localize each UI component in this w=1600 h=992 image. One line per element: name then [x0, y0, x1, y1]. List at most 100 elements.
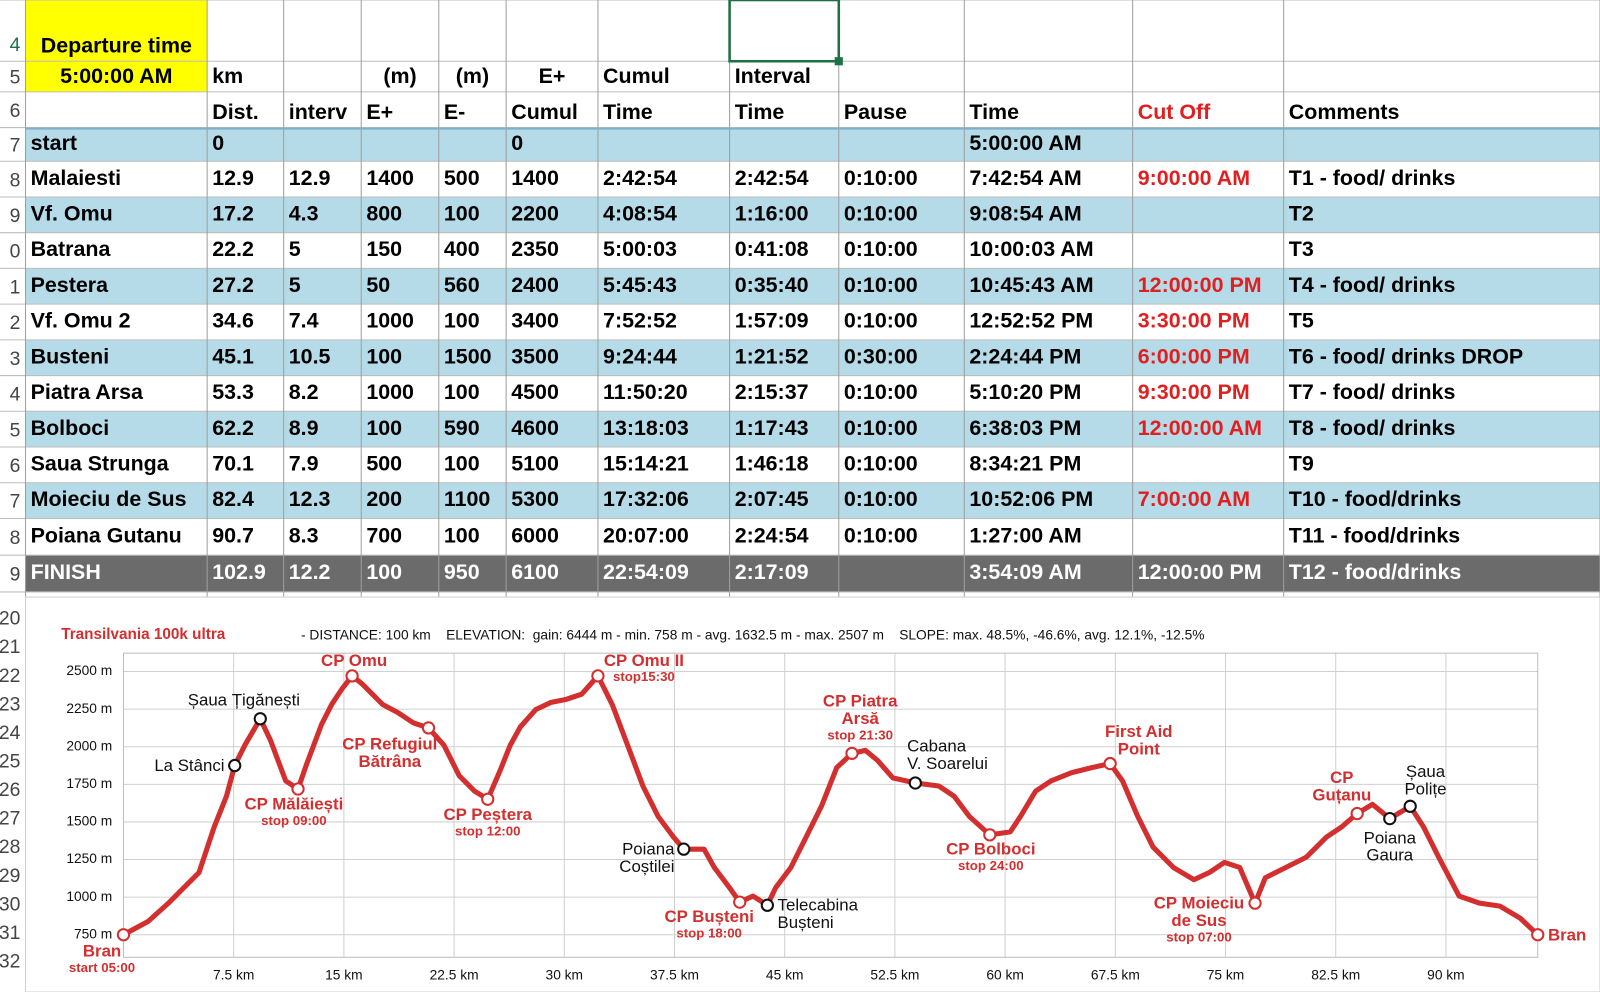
cell-text[interactable]: Piatra Arsa — [31, 380, 144, 404]
cell-bg[interactable] — [506, 91, 598, 128]
cell-bg[interactable] — [964, 447, 1133, 483]
cell-text[interactable]: 560 — [444, 273, 480, 297]
cell-text[interactable]: 9:30:00 PM — [1138, 380, 1250, 404]
cell-bg[interactable] — [964, 482, 1133, 519]
cell-bg[interactable] — [1132, 518, 1284, 556]
cell-text[interactable]: E+ — [539, 64, 566, 88]
cell-text[interactable]: 4:08:54 — [603, 201, 677, 225]
cell-bg[interactable] — [25, 447, 208, 483]
cell-text[interactable]: 0:10:00 — [844, 309, 918, 333]
cell-bg[interactable] — [207, 447, 284, 483]
cell-text[interactable]: 0 — [212, 131, 224, 155]
cell-text[interactable]: 0:10:00 — [844, 273, 918, 297]
cell-bg[interactable] — [506, 482, 598, 519]
cell-bg[interactable] — [25, 0, 208, 62]
cell-text[interactable]: 7:00:00 AM — [1138, 487, 1250, 511]
cell-text[interactable]: start — [31, 131, 77, 155]
cell-bg[interactable] — [1132, 411, 1284, 448]
cell-bg[interactable] — [361, 127, 439, 162]
cell-bg[interactable] — [25, 304, 208, 340]
cell-text[interactable]: Bolboci — [31, 416, 110, 440]
cell-text[interactable]: 12.9 — [289, 166, 331, 190]
cell-bg[interactable] — [438, 482, 507, 519]
cell-bg[interactable] — [838, 482, 965, 519]
cell-text[interactable]: 100 — [444, 380, 480, 404]
cell-text[interactable]: Cumul — [603, 64, 670, 88]
cell-text[interactable]: 2:42:54 — [603, 166, 677, 190]
cell-bg[interactable] — [964, 411, 1133, 448]
cell-text[interactable]: 12:52:52 PM — [969, 309, 1093, 333]
cell-text[interactable]: 3400 — [511, 309, 559, 333]
cell-bg[interactable] — [1132, 0, 1284, 62]
cell-text[interactable]: 1:17:43 — [735, 416, 809, 440]
cell-text[interactable]: 0:35:40 — [735, 273, 809, 297]
cell-text[interactable]: km — [212, 64, 243, 88]
cell-bg[interactable] — [597, 232, 730, 269]
cell-bg[interactable] — [25, 161, 208, 197]
cell-bg[interactable] — [207, 304, 284, 340]
cell-text[interactable]: 100 — [444, 201, 480, 225]
cell-bg[interactable] — [361, 0, 439, 62]
cell-text[interactable]: 3:54:09 AM — [969, 560, 1081, 584]
cell-text[interactable]: 2350 — [511, 237, 559, 261]
cell-text[interactable]: T6 - food/ drinks DROP — [1289, 344, 1523, 368]
cell-bg[interactable] — [729, 411, 839, 448]
cell-text[interactable]: 17:32:06 — [603, 487, 689, 511]
cell-bg[interactable] — [506, 161, 598, 197]
cell-bg[interactable] — [283, 161, 362, 197]
cell-bg[interactable] — [361, 518, 439, 556]
cell-bg[interactable] — [361, 447, 439, 483]
cell-bg[interactable] — [964, 196, 1133, 233]
cell-bg[interactable] — [361, 411, 439, 448]
cell-bg[interactable] — [1132, 375, 1284, 412]
cell-bg[interactable] — [361, 91, 439, 128]
cell-bg[interactable] — [207, 268, 284, 305]
cell-bg[interactable] — [283, 411, 362, 448]
cell-text[interactable]: 0:10:00 — [844, 166, 918, 190]
cell-bg[interactable] — [838, 268, 965, 305]
cell-bg[interactable] — [964, 61, 1133, 92]
cell-bg[interactable] — [283, 127, 362, 162]
cell-text[interactable]: 100 — [366, 560, 402, 584]
cell-bg[interactable] — [964, 232, 1133, 269]
cell-bg[interactable] — [207, 339, 284, 376]
cell-bg[interactable] — [1283, 304, 1600, 340]
cell-bg[interactable] — [1132, 555, 1284, 592]
cell-bg[interactable] — [729, 482, 839, 519]
cell-bg[interactable] — [506, 0, 598, 62]
cell-bg[interactable] — [361, 268, 439, 305]
cell-bg[interactable] — [506, 555, 598, 592]
cell-text[interactable]: 500 — [444, 166, 480, 190]
cell-bg[interactable] — [283, 232, 362, 269]
cell-bg[interactable] — [964, 339, 1133, 376]
cell-text[interactable]: 5 — [289, 237, 301, 261]
cell-bg[interactable] — [25, 518, 208, 556]
cell-bg[interactable] — [283, 61, 362, 92]
cell-bg[interactable] — [438, 375, 507, 412]
cell-text[interactable]: T11 - food/drinks — [1289, 523, 1460, 547]
cell-text[interactable]: 102.9 — [212, 560, 266, 584]
cell-bg[interactable] — [438, 0, 507, 62]
cell-bg[interactable] — [25, 268, 208, 305]
cell-text[interactable]: Time — [603, 100, 653, 124]
cell-text[interactable]: 8.2 — [289, 380, 319, 404]
cell-text[interactable]: T8 - food/ drinks — [1289, 416, 1456, 440]
cell-bg[interactable] — [597, 447, 730, 483]
cell-bg[interactable] — [207, 482, 284, 519]
cell-text[interactable]: Busteni — [31, 344, 110, 368]
cell-bg[interactable] — [207, 196, 284, 233]
cell-bg[interactable] — [207, 555, 284, 592]
cell-text[interactable]: Moieciu de Sus — [31, 487, 187, 511]
cell-text[interactable]: 0:10:00 — [844, 452, 918, 476]
cell-bg[interactable] — [838, 0, 965, 62]
cell-text[interactable]: T12 - food/drinks — [1289, 560, 1462, 584]
cell-text[interactable]: FINISH — [31, 560, 101, 584]
cell-bg[interactable] — [506, 196, 598, 233]
cell-text[interactable]: (m) — [456, 64, 489, 88]
cell-bg[interactable] — [506, 304, 598, 340]
cell-bg[interactable] — [597, 411, 730, 448]
cell-text[interactable]: T5 — [1289, 309, 1314, 333]
cell-text[interactable]: 7.9 — [289, 452, 319, 476]
cell-text[interactable]: 0:10:00 — [844, 201, 918, 225]
cell-text[interactable]: 1000 — [366, 380, 414, 404]
